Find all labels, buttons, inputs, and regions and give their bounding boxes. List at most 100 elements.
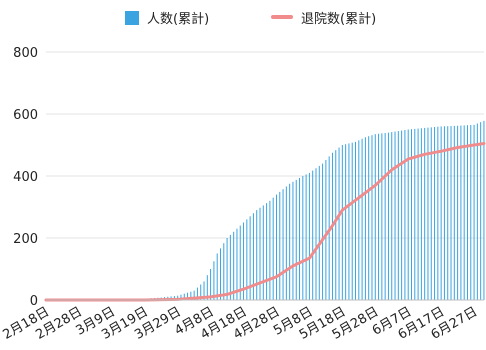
- bar: [272, 197, 274, 300]
- bar: [414, 128, 416, 300]
- bar: [384, 132, 386, 300]
- bar: [453, 125, 455, 301]
- bar: [341, 145, 343, 300]
- bar: [262, 205, 264, 300]
- bar: [368, 136, 370, 300]
- bar: [325, 159, 327, 300]
- bar: [213, 261, 215, 300]
- bar: [460, 125, 462, 300]
- bar: [322, 163, 324, 300]
- bar: [447, 126, 449, 301]
- bar: [401, 130, 403, 300]
- bar: [466, 125, 468, 300]
- line-series-path: [44, 142, 486, 302]
- bar: [371, 135, 373, 300]
- x-axis-ticks: 2月18日2月28日3月9日3月19日3月29日4月8日4月18日4月28日5月…: [0, 304, 480, 342]
- line-series: [44, 142, 486, 302]
- bar: [200, 284, 202, 300]
- bar: [243, 222, 245, 300]
- bar: [397, 131, 399, 300]
- bar: [417, 128, 419, 300]
- bar: [289, 183, 291, 300]
- bar: [437, 126, 439, 301]
- bar: [292, 181, 294, 300]
- bar: [308, 172, 310, 300]
- bar: [206, 275, 208, 300]
- bar: [223, 243, 225, 300]
- bar: [355, 141, 357, 300]
- bar: [210, 269, 212, 300]
- bar: [259, 207, 261, 300]
- bar: [387, 132, 389, 300]
- bar: [457, 125, 459, 300]
- bar: [249, 216, 251, 300]
- bar: [463, 125, 465, 300]
- bar: [187, 292, 189, 300]
- bar: [427, 127, 429, 300]
- legend-label-bar: 人数(累計): [147, 11, 209, 27]
- bar: [183, 293, 185, 300]
- bar: [285, 186, 287, 300]
- bar: [443, 126, 445, 300]
- y-tick-label: 600: [13, 108, 38, 123]
- bar: [256, 210, 258, 300]
- bar: [269, 200, 271, 300]
- bar: [318, 165, 320, 300]
- bar: [305, 174, 307, 300]
- bar: [266, 203, 268, 301]
- bar: [361, 138, 363, 300]
- bar: [394, 131, 396, 300]
- bar: [193, 290, 195, 300]
- bar: [391, 132, 393, 300]
- bar: [275, 194, 277, 300]
- bar: [345, 144, 347, 300]
- bar: [440, 126, 442, 301]
- bar: [381, 133, 383, 301]
- bar: [480, 122, 482, 300]
- bar: [203, 281, 205, 300]
- bar: [279, 191, 281, 300]
- bar: [450, 126, 452, 300]
- bar: [335, 150, 337, 300]
- bar: [358, 140, 360, 300]
- bar: [407, 129, 409, 300]
- bar: [404, 130, 406, 300]
- bar: [236, 228, 238, 300]
- bar: [312, 170, 314, 300]
- bar-series: [147, 120, 485, 301]
- bar: [239, 225, 241, 300]
- legend-swatch-bar: [125, 11, 139, 25]
- bar: [378, 133, 380, 300]
- bar: [299, 177, 301, 300]
- bar: [483, 120, 485, 300]
- y-tick-label: 200: [13, 232, 38, 247]
- bar: [476, 123, 478, 300]
- legend-swatch-line: [271, 15, 293, 19]
- legend-label-line: 退院数(累計): [301, 11, 376, 27]
- bar: [229, 234, 231, 300]
- bar: [351, 142, 353, 300]
- bar: [315, 168, 317, 300]
- bar: [233, 231, 235, 300]
- bar: [338, 147, 340, 300]
- bar: [420, 128, 422, 300]
- bar: [196, 287, 198, 300]
- y-tick-label: 800: [13, 46, 38, 61]
- legend: 人数(累計) 退院数(累計): [125, 11, 376, 27]
- bar: [177, 295, 179, 300]
- bar: [424, 127, 426, 300]
- bar: [219, 248, 221, 300]
- bar: [473, 124, 475, 300]
- bar: [226, 238, 228, 300]
- bar: [216, 253, 218, 300]
- bar: [430, 127, 432, 300]
- bar: [470, 125, 472, 300]
- bar: [180, 294, 182, 300]
- bar: [348, 143, 350, 300]
- bar: [374, 134, 376, 300]
- y-tick-label: 400: [13, 170, 38, 185]
- bar: [434, 127, 436, 301]
- bar: [246, 219, 248, 300]
- bar: [411, 129, 412, 300]
